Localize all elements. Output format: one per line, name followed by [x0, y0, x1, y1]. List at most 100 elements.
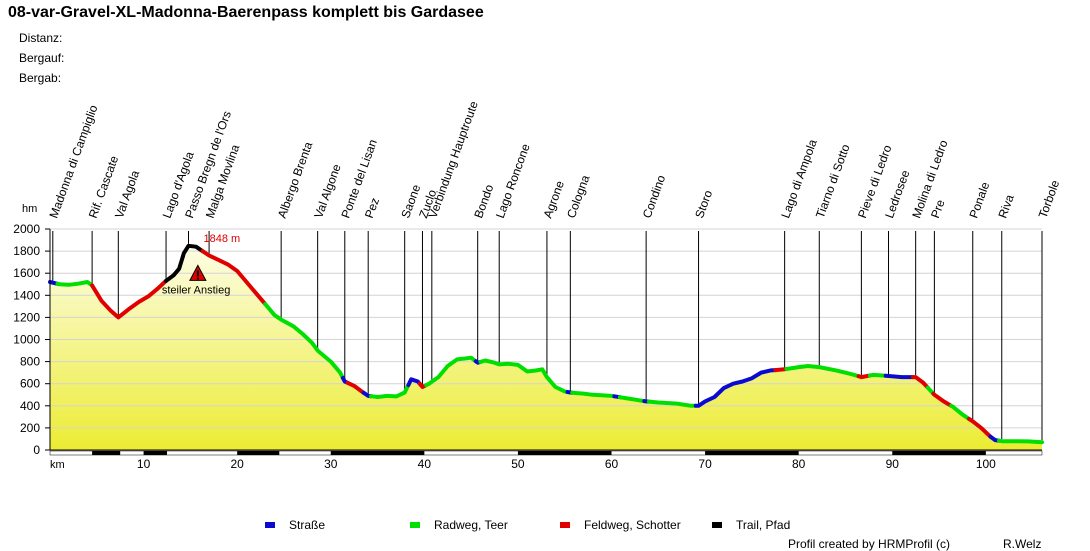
surface-bar-segment	[517, 451, 612, 455]
stat-ascent-label: Bergauf:	[19, 51, 65, 65]
x-tick-label: 50	[511, 457, 525, 471]
y-tick-label: 200	[20, 421, 40, 435]
waypoint-label: Tiarno di Sotto	[813, 142, 853, 220]
elevation-segment	[910, 375, 930, 390]
waypoint-label: Agrone	[541, 179, 568, 220]
y-tick-label: 1200	[13, 310, 40, 324]
warning-bang-dot	[196, 277, 199, 280]
waypoint-label: Pez	[362, 196, 382, 220]
waypoint-label: Ledrosee	[882, 168, 912, 220]
elevation-segment	[478, 358, 570, 394]
y-tick-labels: 0 200 400 600 800 1000 1200 1400 1600 1800 2000	[13, 222, 50, 457]
elevation-segment	[617, 395, 647, 404]
legend-label: Radweg, Teer	[434, 518, 508, 532]
y-tick-label: 800	[20, 355, 40, 369]
x-tick-label: 100	[976, 457, 996, 471]
footer-author: R.Welz	[1003, 537, 1042, 551]
legend-label: Feldweg, Schotter	[584, 518, 681, 532]
legend-swatch	[560, 522, 570, 528]
legend-label: Straße	[289, 518, 326, 532]
surface-bar-segment	[705, 451, 799, 455]
waypoint-label: Condino	[640, 173, 669, 220]
x-tick-label: 40	[418, 457, 432, 471]
legend-swatch	[410, 522, 420, 528]
x-tick-label: 90	[886, 457, 900, 471]
elevation-segment	[646, 399, 698, 408]
legend-swatch	[265, 522, 275, 528]
elevation-segment	[784, 364, 861, 379]
y-axis-label: hm	[22, 203, 37, 215]
waypoint-label: Albergo Brenta	[275, 140, 316, 220]
waypoint-label: Lago Roncone	[493, 142, 533, 220]
elevation-segment	[883, 373, 915, 380]
elevation-segment	[200, 249, 268, 307]
max-elevation-label: 1848 m	[204, 233, 241, 245]
y-tick-label: 400	[20, 399, 40, 413]
warning-label: steiler Anstieg	[162, 284, 230, 296]
elevation-segment	[424, 355, 478, 388]
x-tick-label: 60	[605, 457, 619, 471]
elevation-fill	[50, 245, 1042, 450]
x-tick-label: 10	[137, 457, 151, 471]
y-tick-label: 0	[33, 443, 40, 457]
elevation-segment	[931, 391, 954, 408]
surface-bar-segment	[237, 451, 280, 455]
legend-item-trail: Trail, Pfad	[712, 518, 790, 532]
x-tick-labels: 10 20 30 40 50 60 70 80 90 100	[137, 457, 996, 471]
y-tick-label: 1800	[13, 244, 40, 258]
waypoint-label: Ponale	[966, 180, 992, 220]
surface-bar-segment	[892, 451, 986, 455]
elevation-segment	[180, 243, 205, 259]
waypoint-label: Val Agola	[112, 168, 142, 220]
elevation-segment	[856, 373, 872, 380]
waypoint-label: Pre	[928, 197, 948, 220]
elevation-segment	[997, 438, 1044, 445]
waypoint-label: Riva	[995, 192, 1016, 220]
x-tick-label: 30	[324, 457, 338, 471]
elevation-segment	[867, 372, 888, 378]
elevation-segment	[263, 302, 345, 380]
elevation-line	[48, 243, 1044, 445]
x-axis-label: km	[50, 459, 65, 471]
waypoint-label: Lago di Ampola	[778, 137, 820, 220]
surface-bar-segment	[92, 451, 121, 455]
elevation-area	[50, 245, 1042, 450]
elevation-segment	[949, 403, 971, 421]
y-tick-label: 600	[20, 377, 40, 391]
legend-item-feldweg: Feldweg, Schotter	[560, 518, 681, 532]
warning-bang	[196, 270, 199, 277]
legend-item-radweg: Radweg, Teer	[410, 518, 508, 532]
x-tick-label: 20	[230, 457, 244, 471]
warning-icon	[189, 264, 207, 281]
elevation-segment	[369, 383, 411, 399]
elevation-segment	[693, 368, 778, 408]
surface-bar	[49, 450, 1043, 456]
waypoint-label: Cologna	[564, 173, 593, 220]
elevation-segment	[55, 280, 95, 288]
elevation-segment	[90, 278, 168, 320]
stat-distance-label: Distanz:	[19, 31, 63, 45]
legend-item-strasse: Straße	[265, 518, 325, 532]
annotations: 1848 m steiler Anstieg	[162, 233, 240, 297]
x-tick-label: 80	[792, 457, 806, 471]
y-tick-label: 1400	[13, 288, 40, 302]
elevation-segment	[164, 254, 185, 283]
footer-credit: Profil created by HRMProfil (c)	[788, 537, 951, 551]
y-tick-label: 1000	[13, 333, 40, 347]
waypoint-lines	[52, 231, 1043, 441]
surface-bar-segment	[143, 451, 167, 455]
elevation-segment	[967, 416, 993, 439]
y-tick-label: 1600	[13, 266, 40, 280]
legend-label: Trail, Pfad	[736, 518, 791, 532]
y-tick-label: 2000	[13, 222, 40, 236]
waypoint-label: Verbindung Hauptroute	[425, 99, 480, 220]
page-title: 08-var-Gravel-XL-Madonna-Baerenpass komp…	[8, 4, 484, 21]
x-tick-label: 70	[698, 457, 712, 471]
legend-swatch	[712, 522, 722, 528]
stat-descent-label: Bergab:	[19, 71, 62, 85]
surface-bar-segment	[330, 451, 425, 455]
waypoint-label: Torbole	[1036, 178, 1063, 220]
